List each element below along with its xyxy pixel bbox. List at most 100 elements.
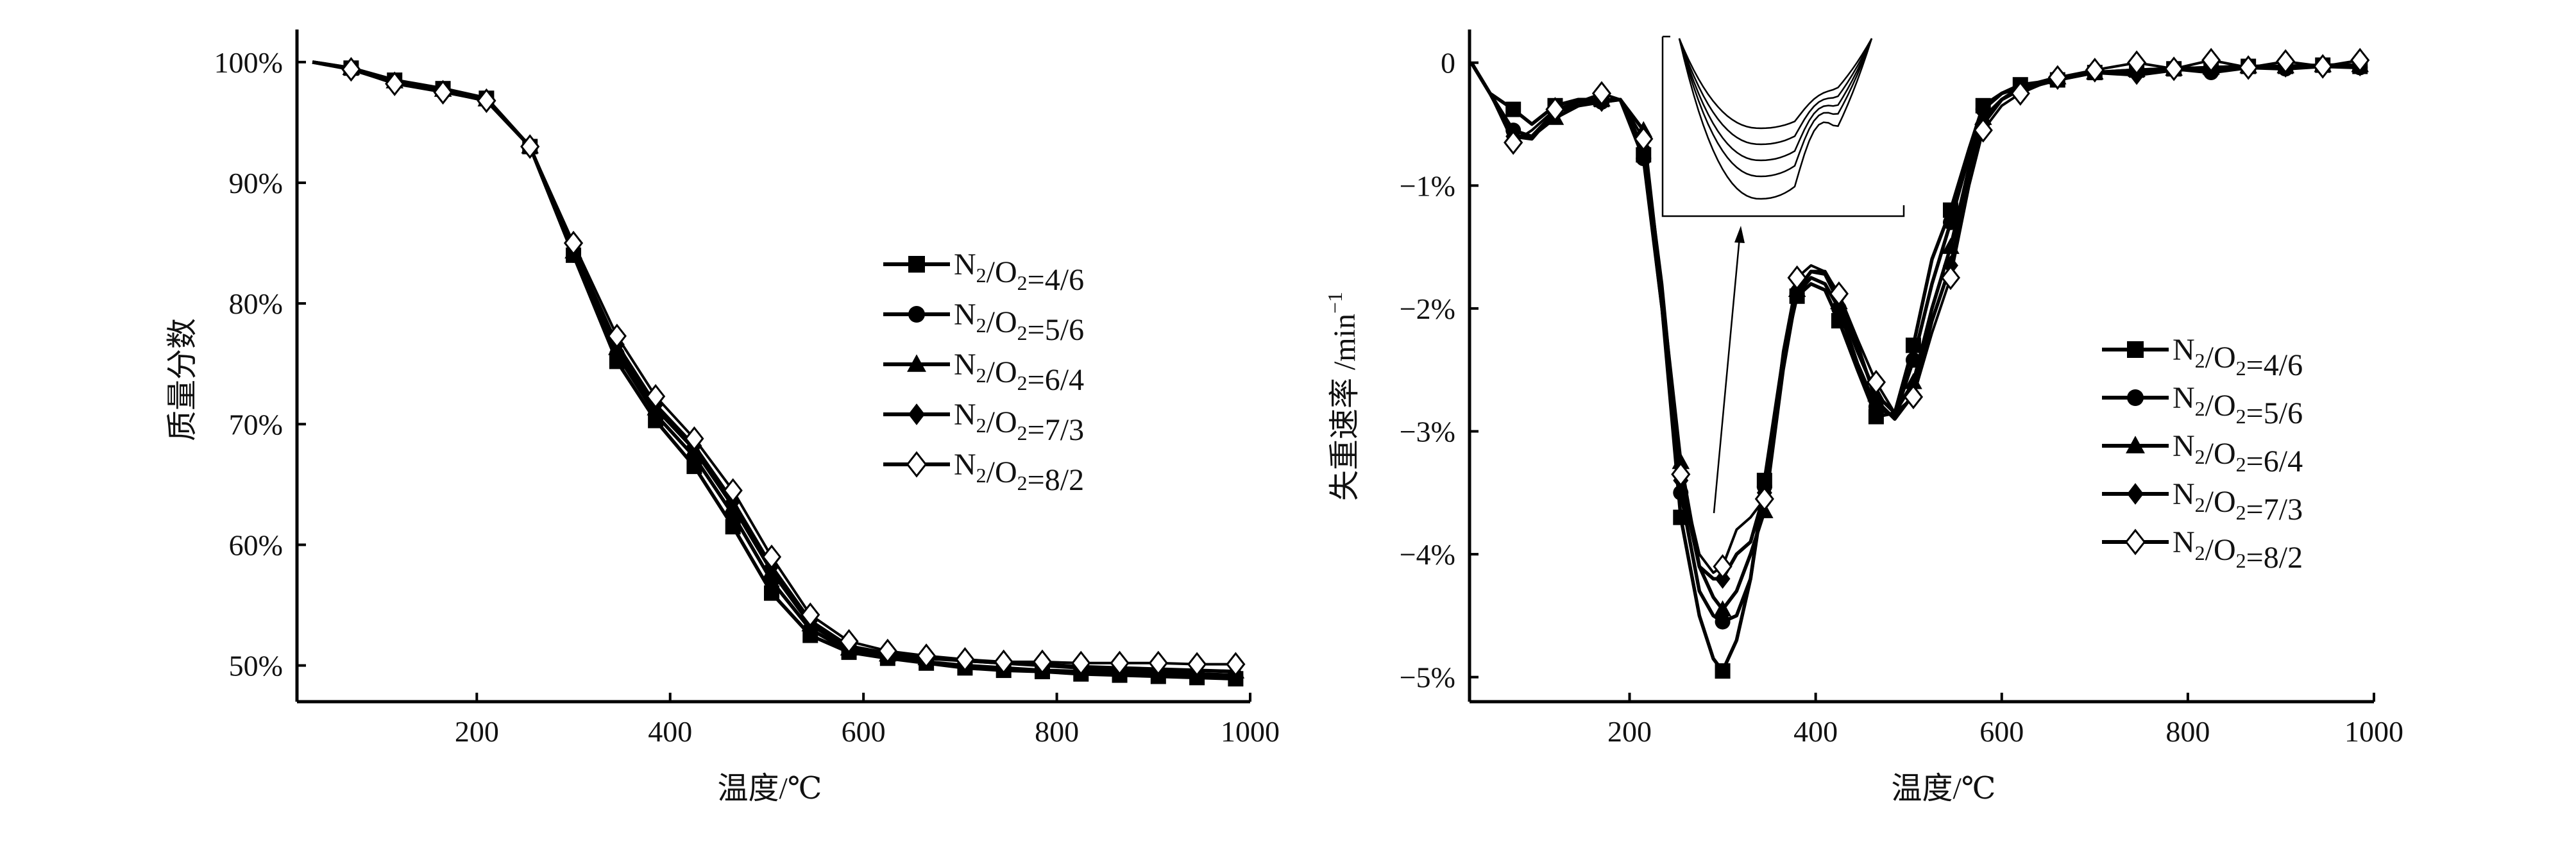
data-point-open-diamond: [1504, 130, 1523, 155]
legend-label: N2/O2=6/4: [954, 348, 1084, 397]
data-point-open-diamond: [1754, 486, 1774, 512]
y-tick-label: −5%: [1400, 661, 1455, 694]
inset-curve: [1678, 38, 1873, 130]
data-point-open-diamond: [520, 134, 540, 159]
legend-label: N2/O2=5/6: [954, 298, 1084, 347]
x-tick-label: 1000: [1221, 715, 1280, 748]
data-point-open-diamond: [906, 451, 928, 478]
x-axis-label: 温度/℃: [717, 772, 822, 806]
data-point-open-diamond: [2201, 47, 2221, 73]
x-tick-label: 800: [1035, 715, 1079, 748]
legend-label: N2/O2=4/6: [954, 248, 1084, 297]
data-point-open-diamond: [801, 602, 820, 627]
data-point-open-diamond: [1187, 652, 1207, 677]
data-point-open-diamond: [1671, 462, 1691, 487]
data-point-triangle: [1713, 600, 1732, 617]
y-axis-label: 失重速率 /min−1: [1323, 292, 1362, 501]
legend-item: N2/O2=4/6: [2102, 333, 2303, 382]
data-point-open-diamond: [1713, 554, 1733, 579]
dtg-chart: 200 400 600 800 1000 0 −1% −2% −3% −4% −5% 温度/℃ 失重…: [1323, 30, 2403, 806]
data-point-open-diamond: [433, 80, 453, 105]
y-tick-label: 60%: [229, 529, 283, 561]
data-point-circle: [908, 306, 925, 323]
y-tick-label: 80%: [229, 287, 283, 320]
data-point-diamond: [2127, 483, 2144, 505]
x-tick-label: 400: [648, 715, 692, 748]
x-tick-label: 1000: [2344, 715, 2403, 748]
legend-item: N2/O2=6/4: [2102, 429, 2303, 478]
data-point-open-diamond: [1032, 649, 1053, 675]
inset-curve: [1678, 38, 1873, 178]
data-point-open-diamond: [341, 56, 361, 82]
series-N2/O2=5/6: [312, 60, 1244, 684]
data-point-open-diamond: [1634, 126, 1654, 151]
legend-item: N2/O2=4/6: [883, 248, 1084, 297]
data-point-open-diamond: [1787, 265, 1807, 291]
inset-frame: [1661, 37, 1905, 217]
x-tick-label: 600: [842, 715, 886, 748]
data-point-circle: [2127, 389, 2144, 406]
data-point-open-diamond: [877, 638, 897, 664]
y-axis-label: 质量分数: [165, 318, 199, 441]
y-axis-label-superscript: −1: [1323, 292, 1346, 314]
legend-label: N2/O2=8/2: [2173, 525, 2303, 575]
data-point-open-diamond: [1973, 117, 1993, 143]
data-point-open-diamond: [1545, 97, 1565, 122]
series-N2/O2=8/2: [1470, 47, 2370, 579]
data-point-open-diamond: [2010, 81, 2030, 106]
y-tick-label: 90%: [229, 167, 283, 199]
data-point-open-diamond: [1148, 650, 1168, 676]
data-point-open-diamond: [839, 629, 859, 654]
x-tick-label: 200: [455, 715, 499, 748]
data-point-square: [908, 256, 925, 273]
legend-item: N2/O2=6/4: [883, 348, 1084, 397]
y-tick-label: −4%: [1400, 538, 1455, 571]
data-point-square: [1505, 101, 1521, 117]
data-point-square: [1715, 663, 1731, 679]
data-point-open-diamond: [2350, 47, 2370, 73]
data-point-open-diamond: [2313, 54, 2333, 79]
legend-item: N2/O2=8/2: [883, 448, 1084, 497]
data-point-open-diamond: [385, 71, 405, 96]
data-point-open-diamond: [2164, 56, 2184, 81]
inset-curve: [1678, 38, 1873, 162]
data-point-open-diamond: [2124, 529, 2146, 555]
series-line: [1470, 58, 2360, 574]
x-tick-label: 400: [1793, 715, 1838, 748]
data-point-triangle: [1672, 452, 1690, 470]
data-point-open-diamond: [2047, 65, 2067, 90]
data-point-open-diamond: [1866, 369, 1886, 395]
x-tick-label: 800: [2165, 715, 2210, 748]
data-point-square: [2127, 341, 2144, 358]
data-point-open-diamond: [563, 230, 584, 256]
arrow-head-icon: [1734, 226, 1745, 243]
legend-label: N2/O2=8/2: [954, 448, 1084, 497]
series-N2/O2=4/6: [312, 60, 1244, 687]
data-point-open-diamond: [723, 478, 743, 503]
legend-label: N2/O2=4/6: [2173, 333, 2303, 382]
legend-label: N2/O2=7/3: [2173, 477, 2303, 527]
data-point-diamond: [1868, 391, 1884, 411]
y-tick-label: 100%: [214, 46, 283, 79]
y-axis-label-text: 失重速率 /min: [1328, 314, 1362, 501]
y-tick-label: 50%: [229, 650, 283, 682]
data-point-open-diamond: [684, 426, 704, 452]
data-point-diamond: [908, 403, 925, 425]
data-point-circle: [1715, 614, 1731, 630]
data-point-open-diamond: [994, 649, 1013, 675]
legend-label: N2/O2=5/6: [2173, 381, 2303, 430]
inset-curve: [1678, 38, 1873, 200]
data-point-open-diamond: [2276, 49, 2296, 74]
y-tick-label: 70%: [229, 408, 283, 441]
x-tick-label: 200: [1607, 715, 1652, 748]
legend-item: N2/O2=7/3: [2102, 477, 2303, 527]
tga-chart: 200 400 600 800 1000 50% 60% 70% 80% 90% 100% 温度/℃…: [165, 30, 1280, 806]
data-point-open-diamond: [1110, 650, 1130, 676]
legend-item: N2/O2=5/6: [2102, 381, 2303, 430]
y-tick-label: 0: [1441, 47, 1455, 80]
legend-label: N2/O2=6/4: [2173, 429, 2303, 478]
data-point-open-diamond: [646, 384, 666, 409]
x-tick-label: 600: [1979, 715, 2024, 748]
legend-item: N2/O2=5/6: [883, 298, 1084, 347]
